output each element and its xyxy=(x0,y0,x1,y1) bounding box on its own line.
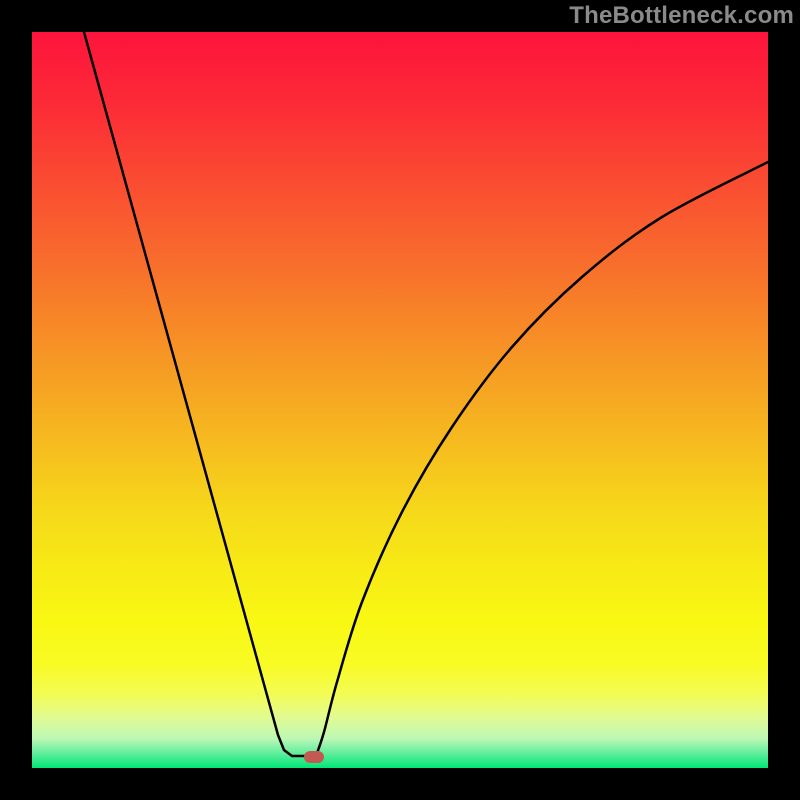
chart-container: TheBottleneck.com xyxy=(0,0,800,800)
plot-area xyxy=(32,32,768,768)
optimum-marker xyxy=(304,751,324,763)
watermark-label: TheBottleneck.com xyxy=(569,2,794,30)
bottleneck-curve xyxy=(32,32,768,768)
